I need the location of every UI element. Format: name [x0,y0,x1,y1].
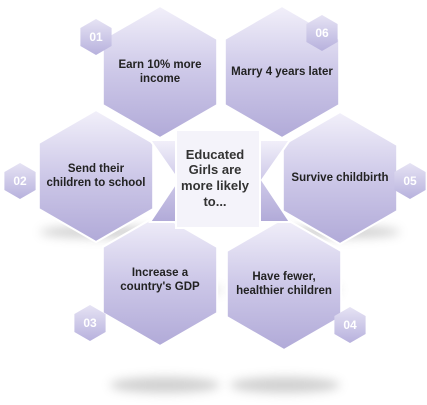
item-number: 03 [83,316,97,330]
number-tab [74,305,106,341]
hexagon [225,216,343,352]
item-label: Survive childbirth [291,171,389,184]
number-tab [334,307,366,343]
hexagon [101,212,219,348]
item-number: 05 [403,174,417,188]
number-tab [4,163,36,199]
number-tab [80,19,112,55]
item-label: Marry 4 years later [231,65,333,78]
number-tab [394,163,426,199]
item-number: 02 [13,174,27,188]
item-label: Increase a country's GDP [120,266,200,293]
center-box [175,129,261,229]
item-label: Send their children to school [46,162,146,189]
center-text: Educated Girls are more likely to... [181,146,249,209]
item-number: 01 [89,30,103,44]
item-number: 06 [315,26,329,40]
number-tab [306,15,338,51]
item-label: Have fewer, healthier children [236,270,332,297]
item-number: 04 [343,318,357,332]
item-label: Earn 10% more income [118,58,202,85]
